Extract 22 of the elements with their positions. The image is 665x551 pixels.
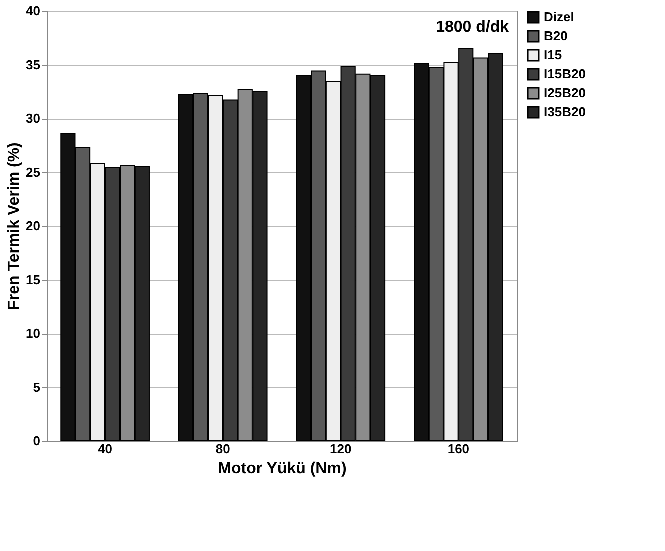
- x-tick-label: 160: [448, 442, 470, 456]
- legend-label: I15B20: [544, 66, 586, 82]
- y-tick-label: 40: [26, 4, 40, 18]
- y-tick-label: 30: [26, 111, 40, 126]
- legend-label: Dizel: [544, 10, 574, 24]
- y-tick-label: 35: [26, 57, 40, 72]
- legend-label: I15: [544, 48, 562, 62]
- legend-label: I25B20: [544, 86, 586, 100]
- annotation: 1800 d/dk: [436, 19, 510, 36]
- y-tick-label: 0: [33, 434, 40, 448]
- y-tick-label: 5: [33, 380, 40, 395]
- x-tick-label: 120: [330, 442, 352, 456]
- y-tick-label: 15: [26, 272, 40, 288]
- y-tick-label: 20: [26, 218, 40, 234]
- y-axis-title: Fren Termik Verim (%): [6, 142, 24, 310]
- x-tick-label: 40: [98, 442, 113, 456]
- x-axis-title: Motor Yükü (Nm): [218, 460, 347, 478]
- x-tick-label: 80: [216, 442, 230, 456]
- y-tick-label: 10: [26, 326, 40, 341]
- legend-label: B20: [544, 28, 568, 44]
- legend-label: I35B20: [544, 104, 586, 120]
- y-tick-label: 25: [26, 164, 40, 180]
